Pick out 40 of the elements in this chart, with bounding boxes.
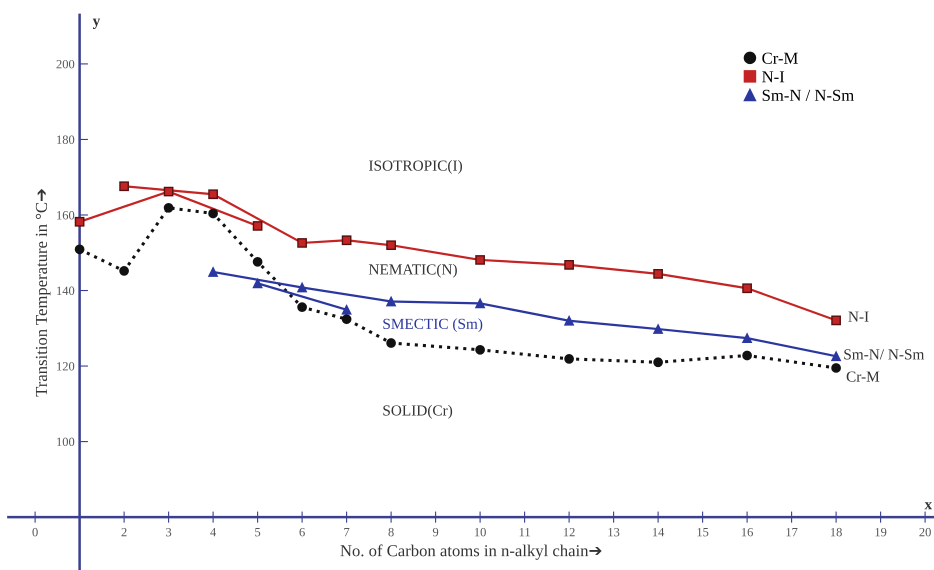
x-tick-label: 8 bbox=[388, 528, 394, 536]
annotation: ISOTROPIC(I) bbox=[369, 160, 462, 174]
x-tick-label: 5 bbox=[255, 528, 260, 536]
x-axis-title: No. of Carbon atoms in n-alkyl chain➔ bbox=[340, 544, 602, 560]
x-tick-label: 6 bbox=[300, 528, 305, 536]
legend-label: Cr-M bbox=[762, 52, 798, 64]
x-tick-label: 18 bbox=[830, 528, 842, 536]
annotation: Sm-N/ N-Sm bbox=[844, 349, 924, 360]
annotation: SOLID(Cr) bbox=[383, 404, 452, 419]
x-tick-label: 17 bbox=[786, 528, 798, 536]
x-tick-label: 20 bbox=[919, 528, 931, 536]
y-tick-label: 100 bbox=[57, 438, 74, 446]
x-tick-label: 15 bbox=[697, 528, 708, 536]
y-tick-label: 140 bbox=[57, 286, 74, 295]
x-tick-label: 14 bbox=[652, 528, 664, 536]
annotation: y bbox=[92, 18, 100, 29]
x-tick-label: 11 bbox=[520, 528, 530, 536]
y-tick-label: 200 bbox=[56, 60, 74, 68]
y-tick-label: 120 bbox=[57, 362, 74, 371]
y-axis-title: Transition Temperature in °C➔ bbox=[36, 188, 50, 397]
annotation: SMECTIC (Sm) bbox=[383, 318, 482, 332]
x-tick-label: 19 bbox=[875, 528, 886, 536]
x-tick-label: 3 bbox=[166, 528, 172, 536]
y-tick-label: 160 bbox=[57, 211, 74, 220]
x-tick-label: 13 bbox=[608, 528, 620, 536]
annotation: x bbox=[924, 502, 932, 510]
annotation: N-I bbox=[848, 312, 869, 322]
x-tick-label: 16 bbox=[742, 528, 753, 536]
x-tick-label: 9 bbox=[432, 528, 438, 536]
x-tick-label: 0 bbox=[32, 528, 38, 536]
legend-label: N-I bbox=[762, 71, 784, 82]
legend-label: Sm-N / N-Sm bbox=[762, 90, 854, 101]
x-tick-label: 12 bbox=[564, 528, 575, 536]
annotation: Cr-M bbox=[846, 371, 880, 382]
y-tick-label: 180 bbox=[57, 135, 74, 144]
annotation: NEMATIC(N) bbox=[368, 264, 457, 278]
x-tick-label: 7 bbox=[344, 528, 350, 536]
x-tick-label: 10 bbox=[474, 528, 486, 536]
x-tick-label: 2 bbox=[122, 528, 127, 536]
x-tick-label: 4 bbox=[210, 528, 216, 536]
